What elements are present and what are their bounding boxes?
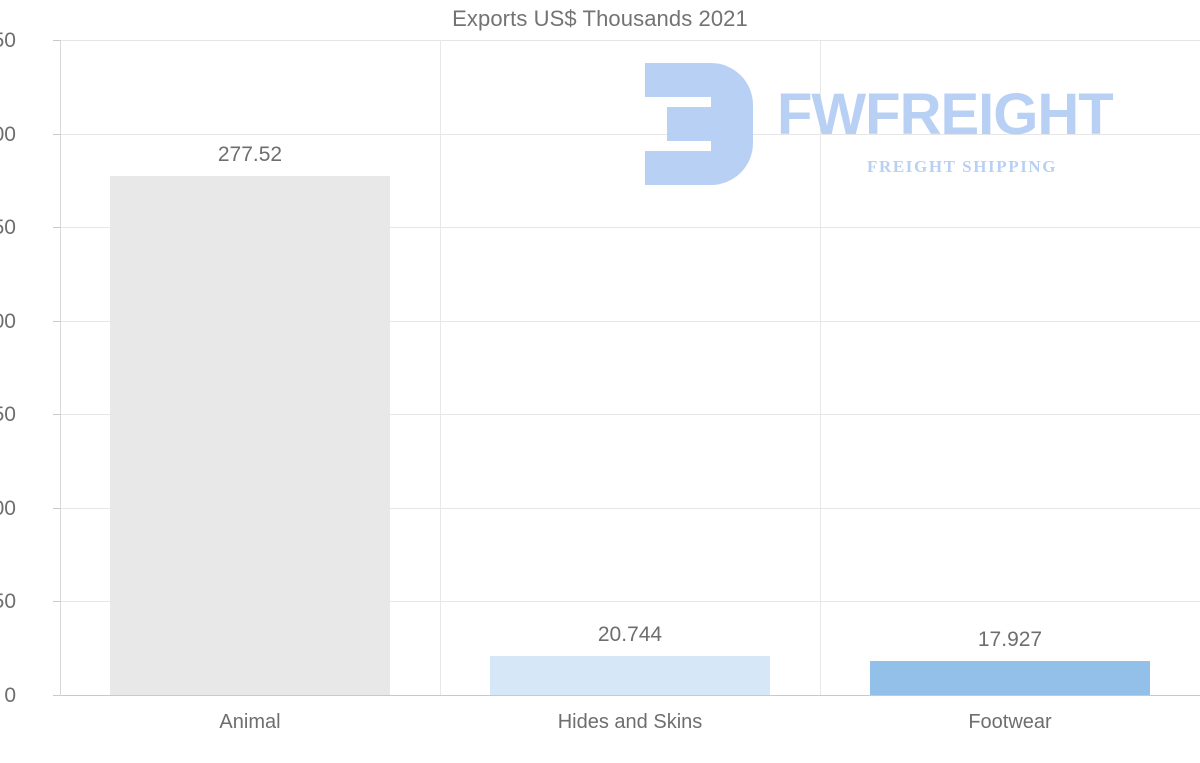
y-axis-tick <box>53 601 60 603</box>
y-axis-tick <box>53 414 60 416</box>
y-axis-tick-label: 350 <box>0 29 16 52</box>
y-axis-tick <box>53 40 60 41</box>
gridline-horizontal <box>60 133 1200 135</box>
y-axis-tick-label: 300 <box>0 122 16 146</box>
bar-animal[interactable] <box>110 175 390 695</box>
gridline-vertical <box>440 40 441 695</box>
bar-footwear[interactable] <box>870 661 1150 695</box>
gridline-horizontal <box>60 507 1200 509</box>
gridline-horizontal <box>60 320 1200 322</box>
y-axis-tick-label: 250 <box>0 216 16 240</box>
y-axis-tick <box>53 695 60 696</box>
x-axis-tick-label: Animal <box>219 711 281 733</box>
x-axis-tick-label: Footwear <box>968 711 1052 733</box>
y-axis-tick-label: 150 <box>0 403 16 427</box>
y-axis-tick <box>53 133 60 135</box>
y-axis-tick <box>53 507 60 509</box>
y-axis-tick-label: 200 <box>0 309 16 333</box>
y-axis-tick-label: 100 <box>0 496 16 520</box>
bar-value-label: 17.927 <box>977 628 1043 652</box>
gridline-horizontal <box>60 695 1200 696</box>
gridline-horizontal <box>60 601 1200 603</box>
x-axis-tick-label: Hides and Skins <box>557 711 703 733</box>
bar-hides-and-skins[interactable] <box>490 656 770 695</box>
y-axis-tick-label: 50 <box>0 590 16 614</box>
gridline-horizontal <box>60 227 1200 229</box>
bar-value-label: 277.52 <box>217 142 283 166</box>
y-axis-tick <box>53 320 60 322</box>
y-axis-tick-label: 0 <box>4 684 16 707</box>
chart-title: Exports US$ Thousands 2021 <box>452 6 748 31</box>
gridline-vertical <box>820 40 821 695</box>
y-axis-line <box>60 40 61 696</box>
bar-value-label: 20.744 <box>597 623 663 647</box>
y-axis-tick <box>53 227 60 229</box>
plot-area <box>60 40 1200 696</box>
gridline-horizontal <box>60 40 1200 41</box>
gridline-horizontal <box>60 414 1200 416</box>
